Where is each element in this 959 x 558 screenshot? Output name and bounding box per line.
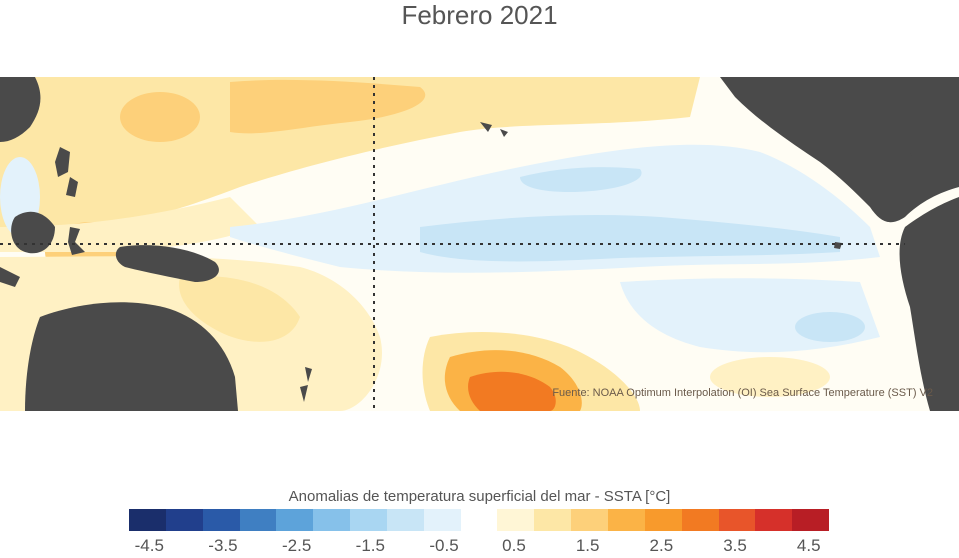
colorbar-cell — [607, 509, 645, 531]
warm-anomaly-se-pacific — [468, 371, 556, 411]
colorbar-title: Anomalias de temperatura superficial del… — [288, 488, 671, 505]
land — [0, 77, 959, 411]
cool-patch — [795, 312, 865, 342]
colorbar — [129, 509, 830, 531]
land-new-zealand — [300, 367, 312, 402]
colorbar-tick-label: 3.5 — [723, 536, 747, 555]
land-hawaii — [480, 122, 508, 137]
land-south-america — [899, 197, 959, 411]
cool-anomaly-core — [420, 215, 840, 262]
land-sulawesi — [68, 227, 85, 255]
colorbar-cell — [350, 509, 387, 531]
colorbar-cell — [313, 509, 351, 531]
warm-anomaly-north-core — [230, 79, 426, 134]
warm-patch — [710, 357, 830, 397]
land-philippines — [55, 147, 78, 197]
colorbar-tick-label: 0.5 — [502, 536, 526, 555]
colorbar-tick-label: 2.5 — [649, 536, 674, 555]
colorbar-tick-label: -1.5 — [355, 536, 385, 555]
colorbar-cell — [239, 509, 277, 531]
colorbar-cell — [460, 509, 498, 531]
colorbar-cell — [497, 509, 535, 531]
colorbar-tick-label: -4.5 — [134, 536, 164, 555]
land-asia — [0, 77, 41, 142]
sst-anomaly-map — [0, 77, 959, 411]
colorbar-cell — [755, 509, 793, 531]
colorbar-cell — [644, 509, 682, 531]
colorbar-tick-label: -3.5 — [208, 536, 238, 555]
map-title: Febrero 2021 — [401, 0, 558, 30]
land-australia — [25, 302, 238, 411]
colorbar-cell — [718, 509, 756, 531]
colorbar-tick-label: -2.5 — [281, 536, 312, 555]
colorbar-cell — [534, 509, 572, 531]
colorbar-tick-label: -0.5 — [429, 536, 459, 555]
colorbar-cell — [202, 509, 240, 531]
cool-anomaly-core — [520, 167, 642, 192]
colorbar-cell — [276, 509, 314, 531]
land-borneo — [11, 211, 56, 254]
colorbar-tick-label: 4.5 — [796, 536, 821, 555]
colorbar-cell — [386, 509, 424, 531]
colorbar-ticks: -4.5 -3.5 -2.5 -1.5 -0.5 0.5 1.5 2.5 3.5 4.5 — [0, 536, 959, 558]
colorbar-tick-label: 1.5 — [575, 536, 600, 555]
warm-anomaly-south — [179, 276, 300, 342]
land-north-america — [720, 77, 959, 223]
colorbar-cell — [571, 509, 608, 531]
land-new-guinea — [115, 245, 219, 282]
colorbar-cell — [792, 509, 830, 531]
land-sumatra — [0, 267, 20, 287]
data-source-note: Fuente: NOAA Optimum Interpolation (OI) … — [552, 387, 933, 399]
warm-patch — [120, 92, 200, 142]
land-caribbean — [880, 135, 925, 157]
colorbar-cell — [423, 509, 461, 531]
colorbar-cell — [129, 509, 166, 531]
colorbar-cell — [681, 509, 719, 531]
warm-anomaly-west — [0, 197, 260, 252]
colorbar-cell — [165, 509, 203, 531]
